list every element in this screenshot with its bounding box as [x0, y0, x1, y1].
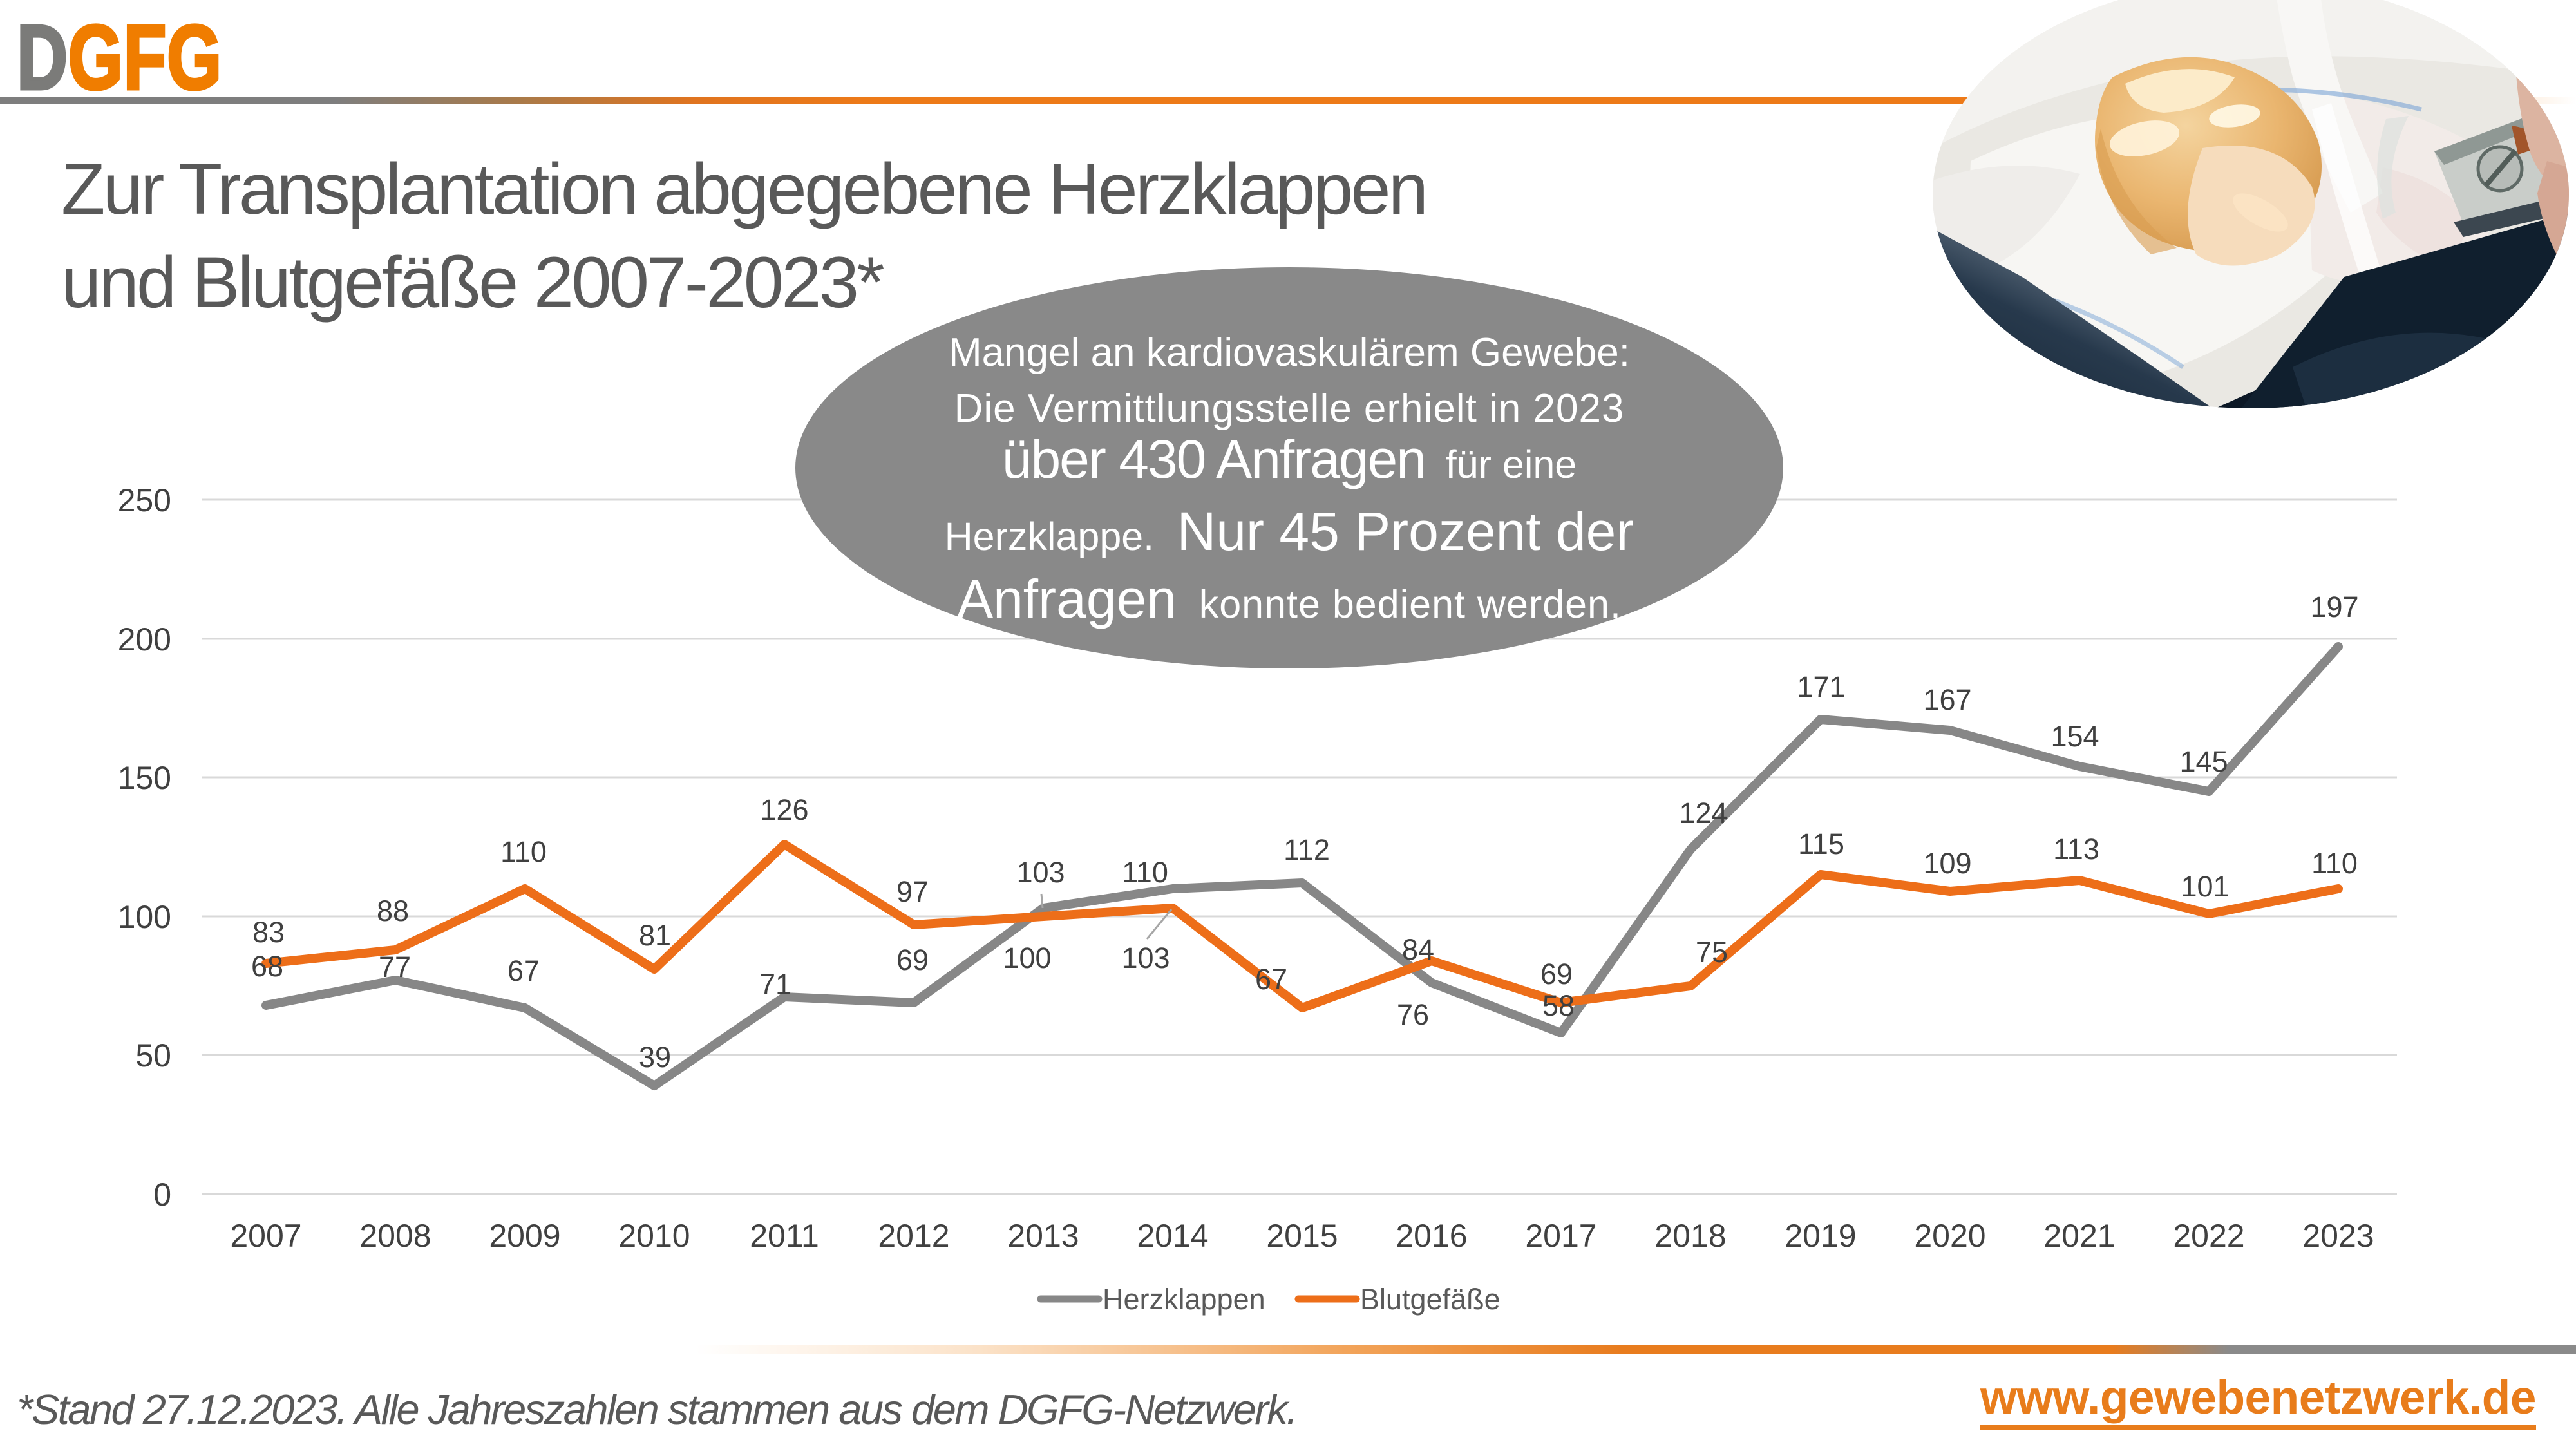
- svg-text:145: 145: [2179, 745, 2228, 778]
- svg-text:2014: 2014: [1137, 1218, 1208, 1254]
- svg-text:2019: 2019: [1785, 1218, 1856, 1254]
- svg-text:2009: 2009: [489, 1218, 560, 1254]
- svg-text:77: 77: [379, 951, 411, 983]
- svg-text:67: 67: [1255, 963, 1287, 996]
- svg-text:103: 103: [1121, 942, 1170, 974]
- svg-text:Blutgefäße: Blutgefäße: [1360, 1283, 1501, 1316]
- svg-text:112: 112: [1283, 833, 1330, 866]
- svg-text:68: 68: [251, 950, 283, 983]
- svg-text:81: 81: [639, 919, 671, 952]
- svg-text:Herzklappen: Herzklappen: [1103, 1283, 1265, 1316]
- svg-text:197: 197: [2310, 591, 2358, 623]
- svg-text:2016: 2016: [1396, 1218, 1467, 1254]
- svg-text:109: 109: [1923, 847, 1971, 880]
- svg-text:200: 200: [118, 621, 171, 658]
- svg-text:71: 71: [759, 968, 791, 1001]
- svg-text:2017: 2017: [1525, 1218, 1596, 1254]
- svg-text:171: 171: [1797, 670, 1845, 703]
- svg-text:126: 126: [760, 793, 808, 826]
- svg-text:150: 150: [118, 760, 171, 796]
- svg-text:88: 88: [377, 895, 409, 927]
- svg-text:100: 100: [1003, 942, 1051, 974]
- svg-text:67: 67: [507, 954, 540, 987]
- svg-text:101: 101: [2181, 870, 2229, 903]
- svg-text:50: 50: [135, 1037, 171, 1074]
- svg-text:69: 69: [1540, 958, 1573, 990]
- svg-text:83: 83: [252, 916, 285, 949]
- svg-text:2020: 2020: [1914, 1218, 1985, 1254]
- svg-text:84: 84: [1402, 933, 1434, 966]
- svg-text:75: 75: [1696, 936, 1728, 969]
- svg-text:110: 110: [500, 835, 547, 868]
- svg-text:2008: 2008: [359, 1218, 431, 1254]
- svg-text:250: 250: [118, 482, 171, 518]
- svg-text:39: 39: [639, 1041, 671, 1074]
- svg-text:0: 0: [153, 1177, 171, 1213]
- svg-text:2018: 2018: [1654, 1218, 1726, 1254]
- svg-text:2022: 2022: [2173, 1218, 2244, 1254]
- svg-text:69: 69: [896, 943, 929, 976]
- svg-text:103: 103: [1016, 856, 1065, 889]
- svg-text:115: 115: [1798, 828, 1844, 860]
- svg-text:113: 113: [2053, 833, 2099, 866]
- svg-text:167: 167: [1923, 683, 1971, 716]
- svg-text:2015: 2015: [1266, 1218, 1338, 1254]
- svg-text:2011: 2011: [750, 1218, 819, 1254]
- svg-text:110: 110: [2311, 847, 2358, 880]
- svg-text:124: 124: [1679, 797, 1727, 829]
- svg-text:154: 154: [2050, 720, 2099, 753]
- svg-text:2013: 2013: [1007, 1218, 1079, 1254]
- svg-text:100: 100: [118, 899, 171, 935]
- svg-text:2021: 2021: [2043, 1218, 2115, 1254]
- svg-text:2010: 2010: [618, 1218, 690, 1254]
- svg-text:58: 58: [1542, 989, 1575, 1022]
- svg-text:110: 110: [1122, 856, 1168, 889]
- svg-text:97: 97: [896, 875, 929, 908]
- svg-text:2012: 2012: [878, 1218, 949, 1254]
- svg-text:2023: 2023: [2302, 1218, 2374, 1254]
- svg-text:2007: 2007: [230, 1218, 301, 1254]
- svg-text:76: 76: [1397, 998, 1429, 1031]
